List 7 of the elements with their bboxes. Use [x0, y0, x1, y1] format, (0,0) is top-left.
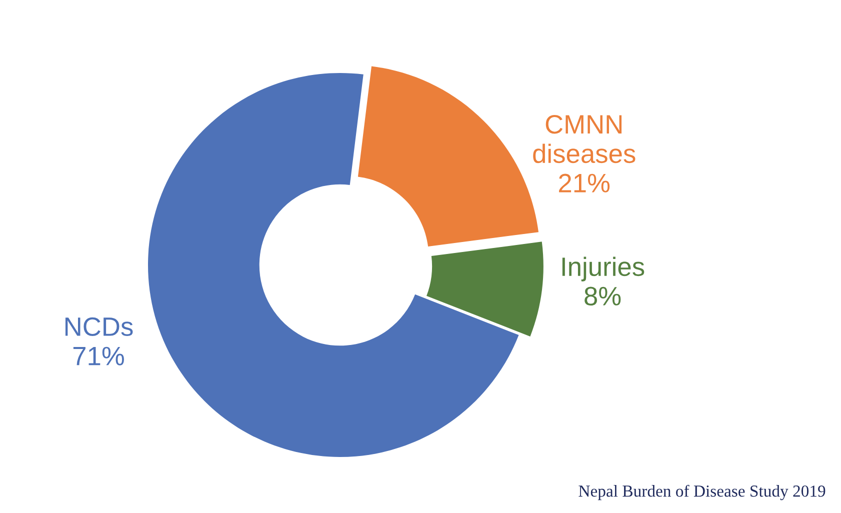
data-label: 21%: [559, 174, 610, 192]
data-label: 71%: [73, 346, 124, 366]
data-label: 8%: [584, 286, 621, 306]
slice-label: CMNN diseases: [533, 115, 636, 164]
slice-label: Injuries: [562, 256, 644, 282]
slice-label: NCDs: [65, 317, 133, 336]
text: Nepal Burden of Disease Study 2019: [578, 484, 826, 500]
